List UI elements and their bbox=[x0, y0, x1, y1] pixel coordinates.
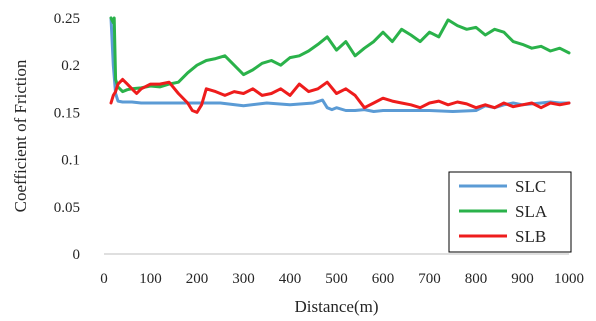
x-axis-title: Distance(m) bbox=[294, 297, 378, 316]
legend-label-slc: SLC bbox=[515, 177, 546, 196]
x-tick-label: 100 bbox=[139, 271, 162, 287]
y-tick-label: 0.1 bbox=[61, 153, 80, 169]
y-tick-label: 0.15 bbox=[54, 105, 80, 121]
x-tick-label: 200 bbox=[186, 271, 209, 287]
x-tick-label: 300 bbox=[232, 271, 255, 287]
y-tick-labels: 0 0.05 0.1 0.15 0.2 0.25 bbox=[54, 11, 80, 263]
series-layer bbox=[109, 16, 571, 114]
x-tick-label: 400 bbox=[279, 271, 302, 287]
x-tick-label: 700 bbox=[418, 271, 441, 287]
y-tick-label: 0.05 bbox=[54, 200, 80, 216]
x-tick-label: 1000 bbox=[554, 271, 584, 287]
x-tick-label: 500 bbox=[325, 271, 348, 287]
legend-items: SLC SLA SLB bbox=[459, 177, 548, 246]
x-tick-labels: 0 100 200 300 400 500 600 700 800 900 1000 bbox=[100, 271, 584, 287]
y-tick-label: 0 bbox=[73, 247, 81, 263]
x-tick-label: 0 bbox=[100, 271, 108, 287]
legend: SLC SLA SLB bbox=[448, 171, 572, 253]
legend-label-sla: SLA bbox=[515, 202, 548, 221]
x-tick-label: 600 bbox=[372, 271, 395, 287]
y-tick-label: 0.25 bbox=[54, 11, 80, 27]
series-line-slb bbox=[109, 77, 571, 114]
x-tick-label: 800 bbox=[465, 271, 488, 287]
y-tick-label: 0.2 bbox=[61, 58, 80, 74]
y-axis-title: Coefficient of Friction bbox=[11, 59, 30, 212]
legend-label-slb: SLB bbox=[515, 227, 546, 246]
x-tick-label: 900 bbox=[511, 271, 534, 287]
series-line-sla bbox=[109, 16, 571, 94]
